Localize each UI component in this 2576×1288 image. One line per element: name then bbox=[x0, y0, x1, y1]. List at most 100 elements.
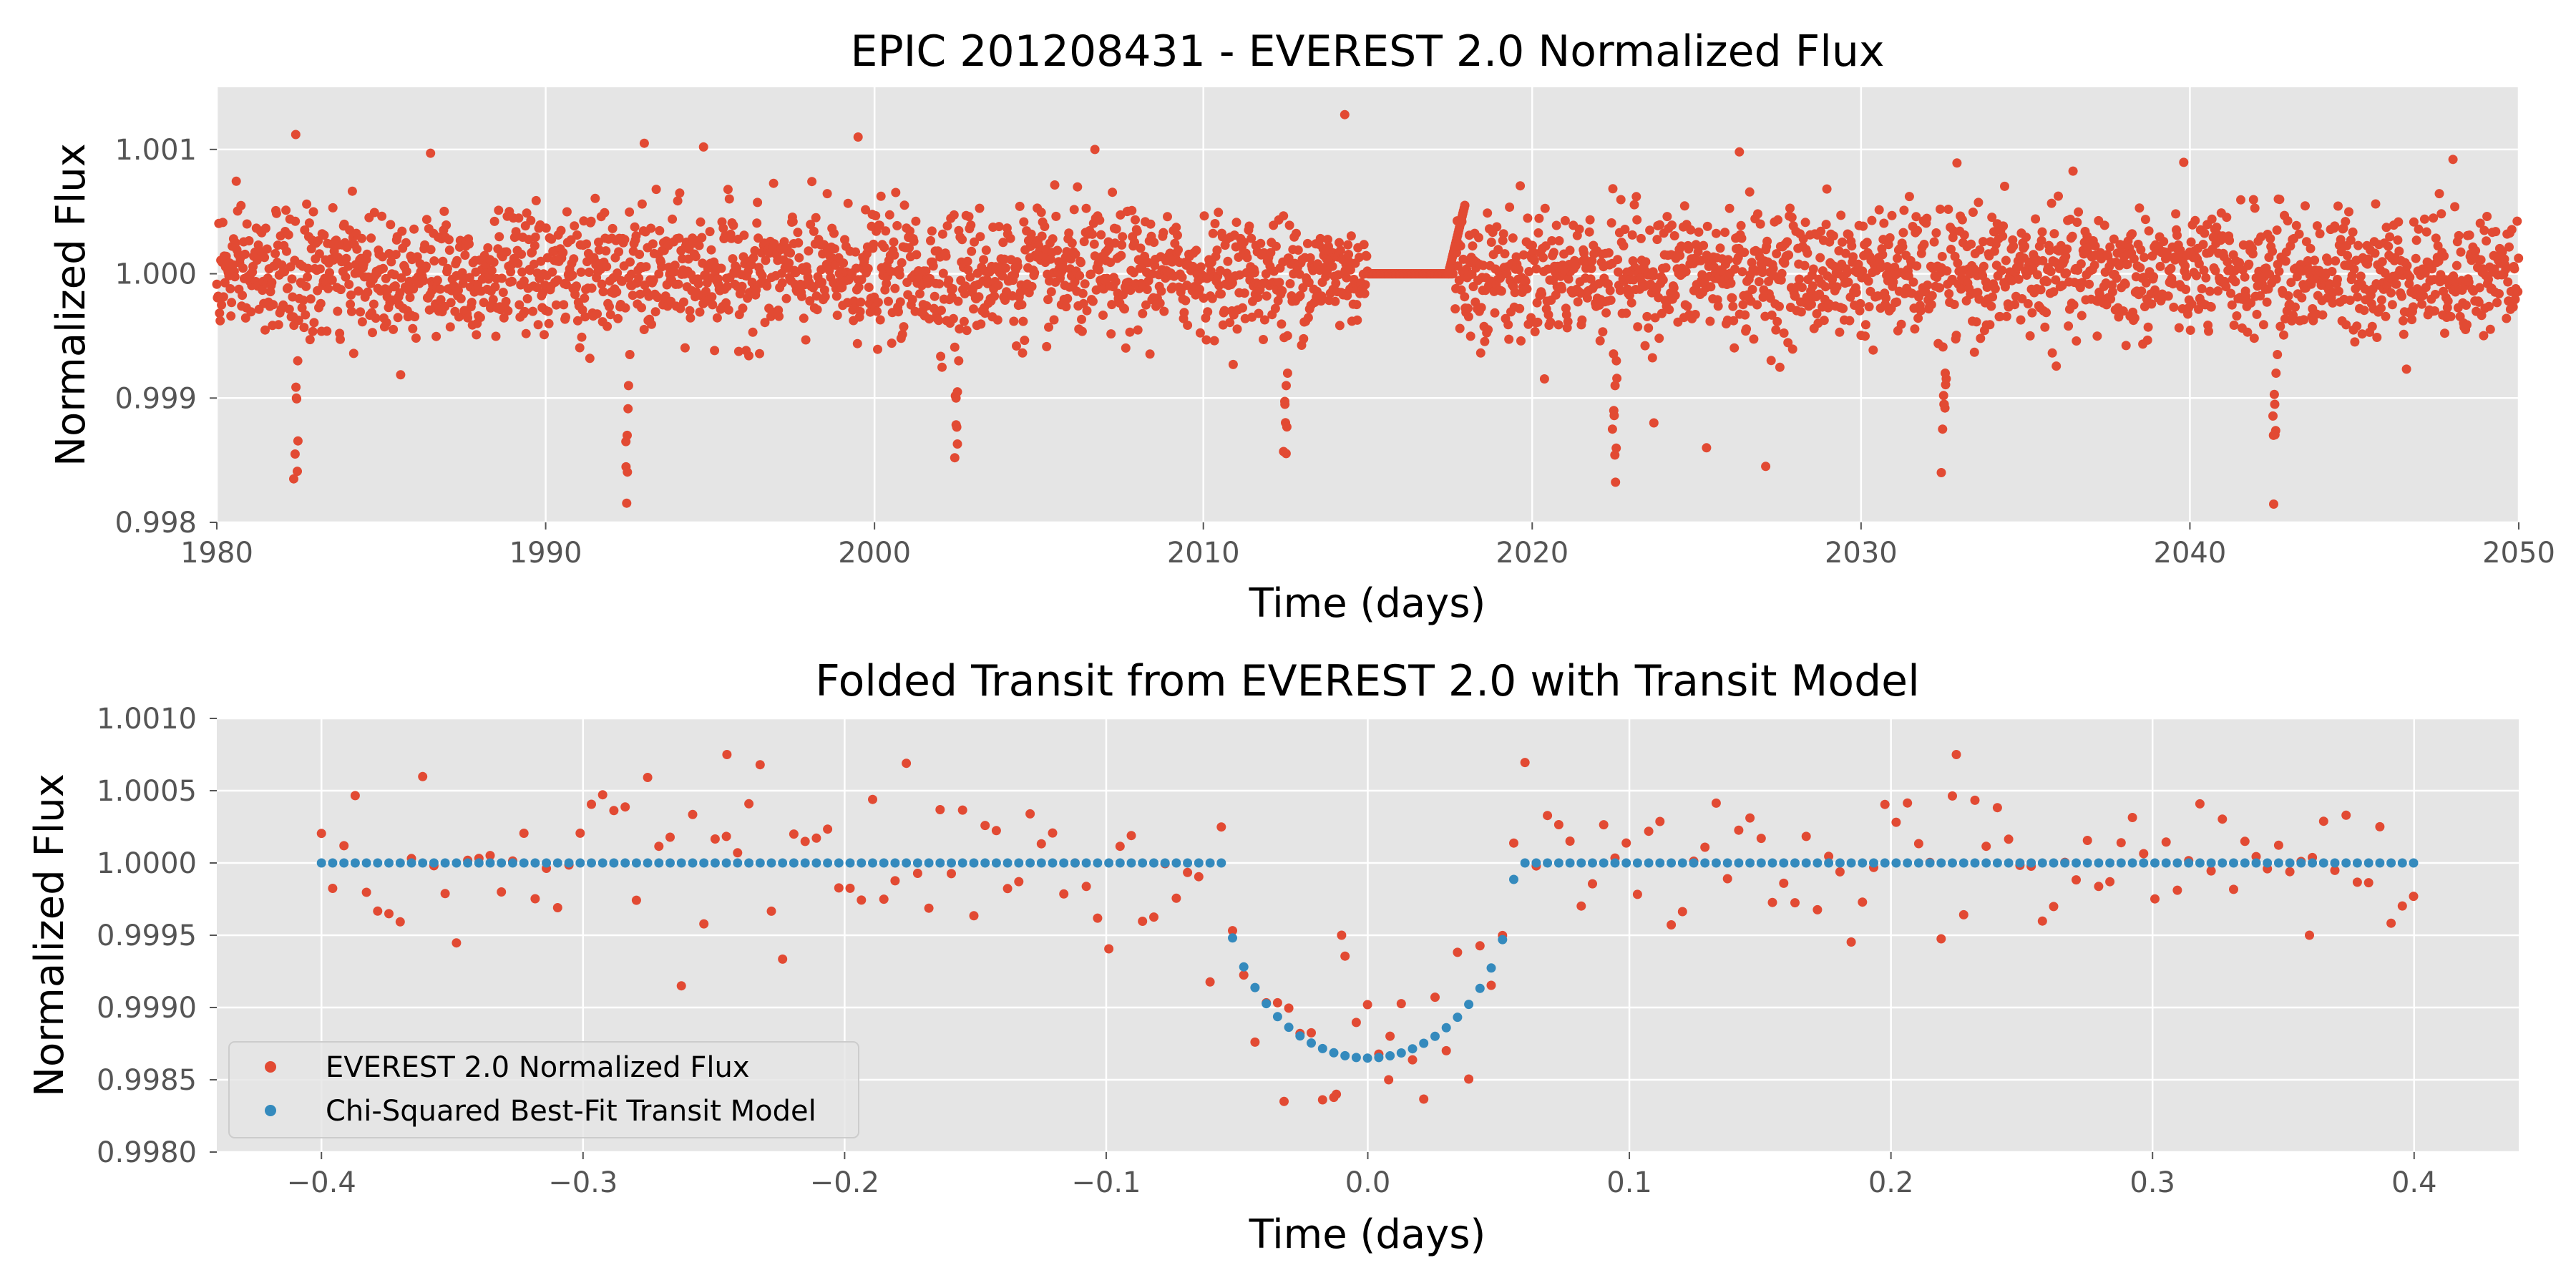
top-flux-point bbox=[854, 282, 864, 292]
top-flux-point bbox=[2032, 270, 2042, 280]
top-flux-point bbox=[333, 306, 343, 316]
bottom-flux-point bbox=[1093, 913, 1103, 923]
top-flux-point bbox=[1090, 145, 1100, 155]
top-flux-point bbox=[994, 222, 1004, 232]
legend-marker-flux bbox=[265, 1061, 276, 1073]
top-flux-point bbox=[941, 251, 951, 261]
bottom-flux-point bbox=[1948, 791, 1957, 801]
top-flux-point bbox=[1553, 320, 1563, 330]
top-flux-point bbox=[1699, 240, 1709, 250]
top-flux-point bbox=[526, 215, 536, 225]
top-flux-point bbox=[2315, 229, 2325, 239]
top-flux-point bbox=[2399, 329, 2409, 339]
top-flux-point bbox=[2049, 287, 2059, 297]
top-flux-point bbox=[1951, 331, 1961, 341]
top-flux-point bbox=[1546, 317, 1556, 327]
top-flux-point bbox=[2031, 214, 2041, 224]
top-flux-point bbox=[2106, 294, 2116, 304]
top-flux-point bbox=[1904, 192, 1914, 202]
top-flux-point bbox=[2513, 287, 2523, 297]
top-flux-point bbox=[862, 249, 872, 258]
top-flux-point bbox=[2290, 302, 2300, 312]
top-flux-point bbox=[530, 232, 540, 242]
top-flux-point bbox=[1752, 300, 1762, 310]
top-flux-point bbox=[2273, 350, 2283, 359]
bottom-model-point bbox=[800, 858, 810, 868]
top-flux-point bbox=[2166, 263, 2176, 273]
bottom-flux-point bbox=[2037, 916, 2047, 926]
top-flux-point bbox=[732, 263, 742, 273]
top-flux-point bbox=[1130, 238, 1139, 248]
bottom-model-point bbox=[766, 858, 776, 868]
top-flux-point bbox=[2268, 246, 2278, 256]
top-flux-point bbox=[2494, 289, 2504, 298]
top-flux-point bbox=[2348, 227, 2358, 237]
bottom-model-point bbox=[1711, 858, 1721, 868]
top-flux-point bbox=[1979, 261, 1989, 271]
top-flux-point bbox=[1098, 311, 1108, 320]
top-flux-point bbox=[304, 218, 314, 228]
top-flux-point bbox=[1679, 201, 1689, 211]
top-flux-point bbox=[1340, 109, 1350, 119]
top-flux-point bbox=[1755, 219, 1765, 229]
top-flux-point bbox=[657, 262, 667, 272]
top-flux-point bbox=[2419, 214, 2429, 224]
top-x-tick-label: 2010 bbox=[1167, 537, 1240, 570]
top-flux-point bbox=[1254, 308, 1264, 318]
top-flux-point bbox=[2275, 195, 2285, 205]
top-flux-point bbox=[1713, 301, 1723, 311]
top-flux-point bbox=[260, 325, 270, 335]
top-flux-point bbox=[2510, 294, 2520, 304]
top-flux-point bbox=[1577, 315, 1587, 325]
bottom-flux-point bbox=[1464, 1074, 1474, 1084]
top-flux-point bbox=[909, 236, 919, 246]
top-flux-point bbox=[2301, 201, 2310, 211]
top-flux-point bbox=[582, 239, 592, 249]
top-flux-point bbox=[409, 224, 419, 234]
top-flux-point bbox=[1335, 238, 1344, 248]
top-flux-point bbox=[2336, 235, 2346, 245]
top-flux-point bbox=[2236, 195, 2245, 205]
top-flux-point bbox=[1216, 289, 1226, 299]
top-flux-point bbox=[1049, 315, 1059, 325]
top-flux-point bbox=[2185, 326, 2195, 335]
top-flux-point bbox=[1271, 241, 1281, 251]
top-flux-point bbox=[1549, 248, 1558, 258]
top-flux-point bbox=[1974, 197, 1984, 208]
top-flux-point bbox=[343, 261, 353, 271]
bottom-flux-point bbox=[2082, 836, 2092, 845]
top-flux-point bbox=[2010, 300, 2020, 310]
top-flux-point bbox=[2439, 251, 2449, 261]
top-flux-point bbox=[2509, 264, 2519, 274]
top-flux-point bbox=[1684, 244, 1694, 254]
top-flux-point bbox=[301, 310, 311, 320]
top-flux-point bbox=[1551, 220, 1561, 230]
top-flux-point bbox=[1619, 241, 1629, 250]
top-flux-point bbox=[2023, 299, 2033, 308]
top-flux-point bbox=[2163, 291, 2173, 301]
top-flux-point bbox=[1082, 306, 1092, 316]
bottom-model-point bbox=[1115, 858, 1125, 868]
bottom-x-tick-label: −0.3 bbox=[548, 1166, 618, 1199]
top-flux-point bbox=[1838, 303, 1848, 313]
bottom-flux-point bbox=[2105, 877, 2115, 887]
top-flux-point bbox=[685, 306, 695, 316]
bottom-model-point bbox=[1014, 858, 1024, 868]
top-flux-point bbox=[1694, 227, 1704, 237]
top-flux-point bbox=[293, 436, 303, 446]
top-flux-point bbox=[2227, 300, 2237, 310]
top-flux-point bbox=[1468, 241, 1478, 251]
top-flux-point bbox=[894, 307, 903, 317]
top-flux-point bbox=[2136, 245, 2146, 255]
bottom-model-point bbox=[823, 858, 833, 868]
top-flux-point bbox=[298, 296, 308, 306]
top-flux-point bbox=[306, 294, 316, 304]
top-flux-point bbox=[2141, 278, 2151, 288]
bottom-model-point bbox=[1272, 1012, 1282, 1022]
top-flux-point bbox=[1262, 291, 1272, 301]
bottom-model-point bbox=[1250, 982, 1260, 992]
bottom-flux-point bbox=[2341, 810, 2351, 820]
bottom-model-point bbox=[2206, 858, 2216, 868]
top-flux-point bbox=[1242, 253, 1252, 263]
